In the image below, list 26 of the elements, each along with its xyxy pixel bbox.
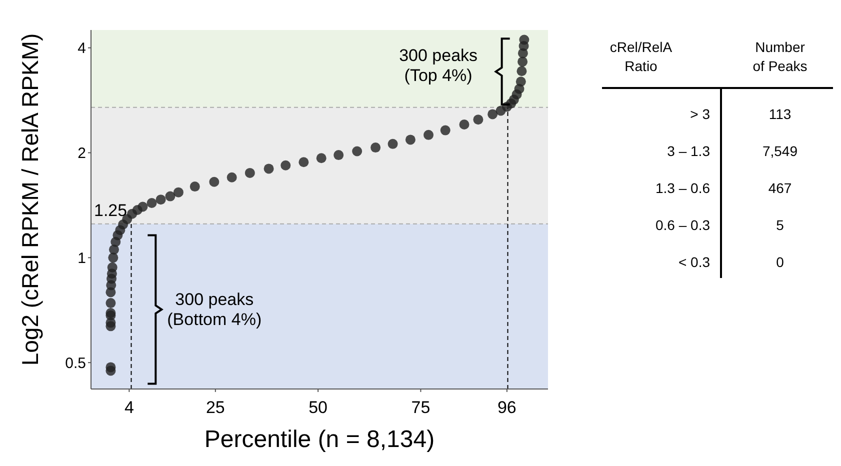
annotation: 300 peaks (Bottom 4%) — [167, 290, 262, 330]
x-axis-title: Percentile (n = 8,134) — [204, 426, 435, 453]
category-label: > 3 — [690, 106, 710, 122]
category-label: 0.6 – 0.3 — [656, 216, 710, 233]
text: 0 — [776, 254, 784, 270]
text: Number of Peaks — [752, 39, 808, 74]
x-tick-label: 75 — [411, 398, 430, 417]
x-tick-label: 96 — [497, 398, 516, 417]
x-tick-label: 50 — [308, 398, 328, 417]
text: 467 — [768, 180, 792, 196]
category-label: 1.3 – 0.6 — [656, 180, 710, 196]
y-tick-label: 1 — [78, 250, 86, 267]
annotation: 300 peaks (Top 4%) — [399, 46, 478, 85]
x-tick-label: 25 — [206, 398, 225, 417]
ref-line-label: 1.25 — [94, 200, 128, 220]
y-axis-title: Log2 (cRel RPKM / RelA RPKM) — [17, 33, 43, 366]
text: 5 — [776, 216, 784, 233]
text: cRel/RelA Ratio — [610, 39, 673, 74]
category-label: < 0.3 — [678, 254, 710, 270]
y-tick-label: 0.5 — [65, 354, 86, 372]
text: 7,549 — [762, 142, 798, 159]
text: 113 — [768, 106, 792, 122]
category-label: 3 – 1.3 — [667, 142, 710, 159]
x-tick-label: 4 — [124, 398, 134, 417]
y-tick-label: 2 — [78, 145, 86, 162]
y-tick-label: 4 — [78, 40, 86, 58]
